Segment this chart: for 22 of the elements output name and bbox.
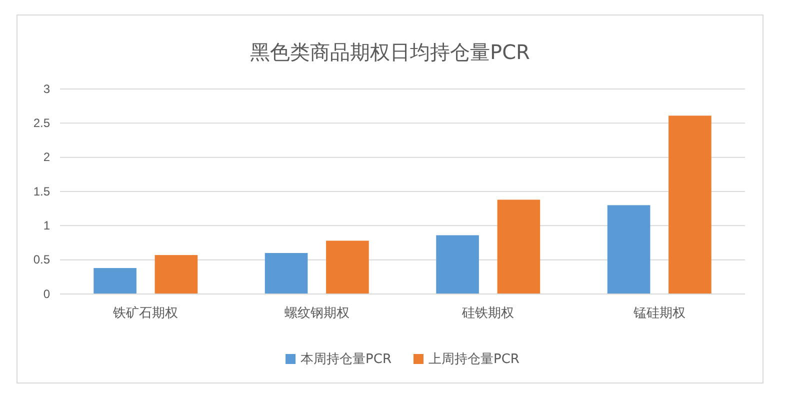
bar	[154, 255, 198, 294]
x-tick-label: 硅铁期权	[461, 305, 514, 320]
y-tick-label: 1.5	[33, 184, 50, 198]
x-tick-label: 螺纹钢期权	[284, 305, 350, 320]
bar	[668, 116, 712, 294]
y-tick-label: 2.5	[33, 116, 50, 130]
x-tick-label: 锰硅期权	[632, 305, 686, 320]
bar	[326, 240, 369, 294]
bar	[264, 253, 308, 294]
x-tick-label: 铁矿石期权	[112, 305, 178, 320]
bar	[497, 200, 540, 294]
bar	[94, 268, 136, 294]
y-tick-label: 3	[43, 82, 50, 96]
y-tick-label: 0.5	[33, 252, 50, 267]
legend-label: 本周持仓量PCR	[300, 352, 392, 367]
y-tick-label: 0	[43, 286, 50, 301]
bar	[436, 235, 479, 294]
bar	[607, 205, 650, 294]
chart-title: 黑色类商品期权日均持仓量PCR	[250, 40, 530, 64]
legend-label: 上周持仓量PCR	[428, 352, 520, 367]
y-tick-label: 1	[43, 218, 50, 233]
y-tick-label: 2	[43, 150, 50, 164]
